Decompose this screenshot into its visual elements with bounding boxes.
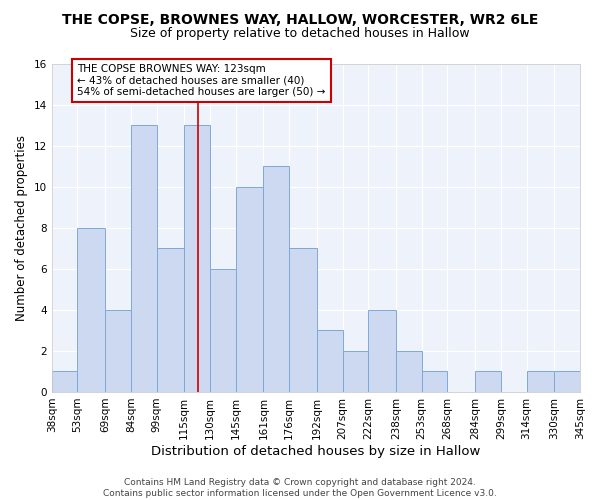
Bar (317, 330, 343, 392)
Bar (263, 166, 289, 392)
Text: THE COPSE BROWNES WAY: 123sqm
← 43% of detached houses are smaller (40)
54% of s: THE COPSE BROWNES WAY: 123sqm ← 43% of d… (77, 64, 326, 97)
Y-axis label: Number of detached properties: Number of detached properties (15, 135, 28, 321)
Bar (475, 372, 501, 392)
Bar (131, 126, 157, 392)
Bar (422, 372, 448, 392)
Bar (157, 248, 184, 392)
Bar (210, 269, 236, 392)
Bar (527, 372, 554, 392)
Bar (184, 126, 210, 392)
Bar (52, 372, 77, 392)
Text: Contains HM Land Registry data © Crown copyright and database right 2024.
Contai: Contains HM Land Registry data © Crown c… (103, 478, 497, 498)
Text: Size of property relative to detached houses in Hallow: Size of property relative to detached ho… (130, 28, 470, 40)
Bar (289, 248, 317, 392)
Bar (105, 310, 131, 392)
Bar (368, 310, 396, 392)
X-axis label: Distribution of detached houses by size in Hallow: Distribution of detached houses by size … (151, 444, 481, 458)
Bar (554, 372, 580, 392)
Bar (396, 351, 422, 392)
Bar (236, 187, 263, 392)
Bar (343, 351, 368, 392)
Text: THE COPSE, BROWNES WAY, HALLOW, WORCESTER, WR2 6LE: THE COPSE, BROWNES WAY, HALLOW, WORCESTE… (62, 12, 538, 26)
Bar (77, 228, 105, 392)
